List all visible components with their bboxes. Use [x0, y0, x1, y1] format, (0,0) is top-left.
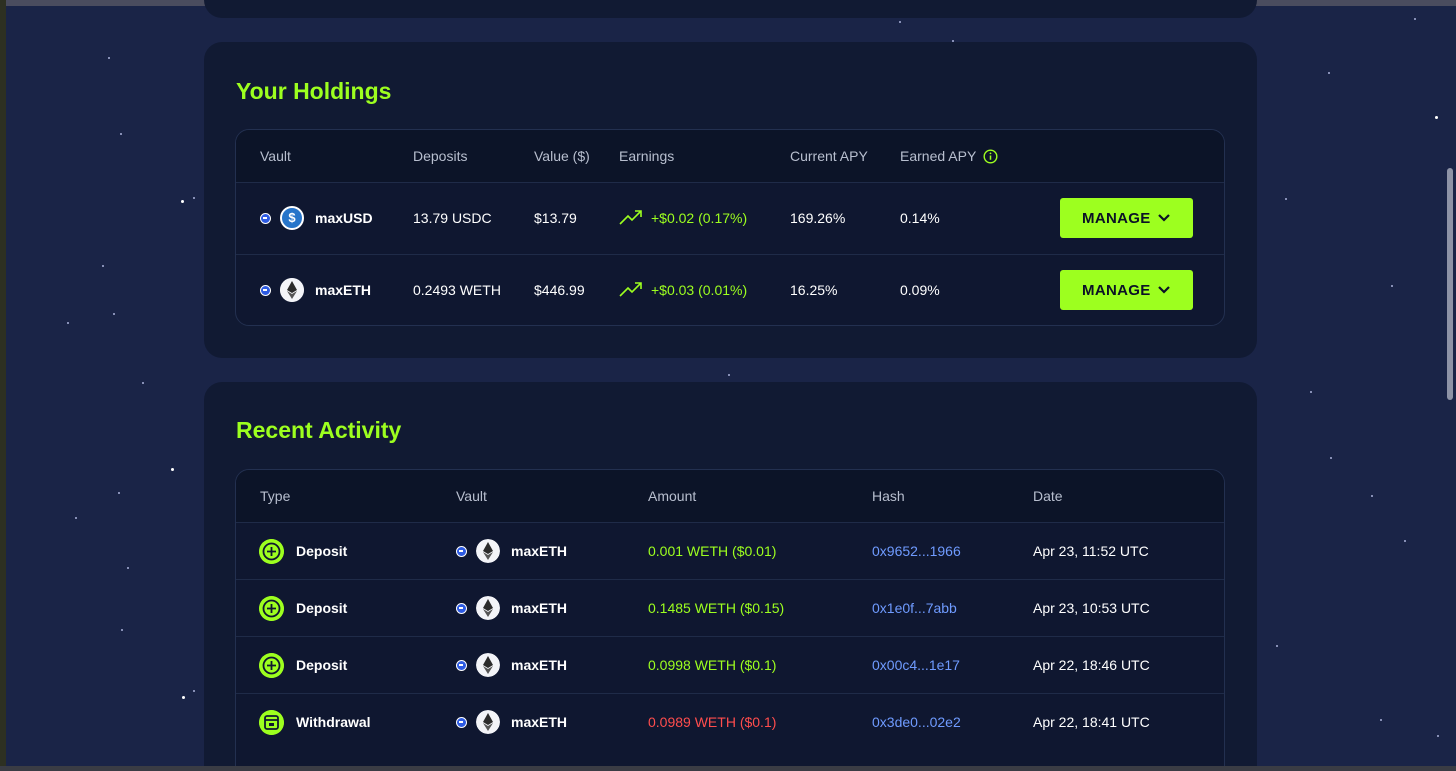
holdings-row: maxETH 0.2493 WETH $446.99 +$0.03 (0.01%… [236, 254, 1224, 325]
column-amount: Amount [648, 488, 697, 504]
column-current-apy: Current APY [790, 148, 868, 164]
activity-date: Apr 23, 10:53 UTC [1033, 600, 1150, 616]
deposit-amount: 0.2493 WETH [413, 282, 501, 298]
activity-type: Withdrawal [296, 714, 371, 730]
column-value: Value ($) [534, 148, 590, 164]
window-left-edge [0, 0, 6, 771]
value: $446.99 [534, 282, 585, 298]
holdings-table-header: Vault Deposits Value ($) Earnings Curren… [236, 130, 1224, 182]
page-scrollbar[interactable] [1447, 168, 1453, 400]
tx-hash-link[interactable]: 0x00c4...1e17 [872, 657, 960, 673]
window-bottom-edge [0, 766, 1456, 771]
activity-row: Deposit maxETH 0.001 WETH ($0.01) 0x9652… [236, 522, 1224, 579]
holdings-title: Your Holdings [236, 78, 392, 104]
manage-button[interactable]: MANAGE [1060, 198, 1193, 238]
vault-name: maxETH [511, 543, 568, 559]
activity-type: Deposit [296, 657, 348, 673]
vault-name: maxETH [315, 282, 372, 298]
activity-date: Apr 22, 18:41 UTC [1033, 714, 1150, 730]
activity-amount: 0.1485 WETH ($0.15) [648, 600, 785, 616]
activity-card: Recent Activity Type Vault Amount Hash D… [204, 382, 1257, 771]
deposit-plus-icon [259, 596, 284, 621]
tx-hash-link[interactable]: 0x1e0f...7abb [872, 600, 957, 616]
earnings: +$0.03 (0.01%) [651, 282, 748, 298]
column-hash: Hash [872, 488, 905, 504]
manage-button[interactable]: MANAGE [1060, 270, 1193, 310]
chain-icon [260, 213, 271, 224]
column-vault: Vault [456, 488, 487, 504]
info-circle-icon[interactable] [983, 149, 998, 164]
activity-type: Deposit [296, 600, 348, 616]
previous-section-card [204, 0, 1257, 18]
chevron-down-icon [1158, 285, 1170, 294]
current-apy: 169.26% [790, 210, 846, 226]
column-type: Type [260, 488, 291, 504]
vault-name: maxETH [511, 600, 568, 616]
eth-icon [280, 278, 304, 302]
holdings-row: $ maxUSD 13.79 USDC $13.79 +$0.02 (0.17%… [236, 182, 1224, 254]
withdrawal-icon [259, 710, 284, 735]
chevron-down-icon [1158, 213, 1170, 222]
column-deposits: Deposits [413, 148, 468, 164]
trending-up-icon [619, 210, 642, 225]
chain-icon [456, 717, 467, 728]
deposit-amount: 13.79 USDC [413, 210, 492, 226]
usdc-icon: $ [280, 206, 304, 230]
activity-amount: 0.0989 WETH ($0.1) [648, 714, 777, 730]
tx-hash-link[interactable]: 0x9652...1966 [872, 543, 961, 559]
eth-icon [476, 710, 500, 734]
activity-date: Apr 22, 18:46 UTC [1033, 657, 1150, 673]
vault-name: maxUSD [315, 210, 373, 226]
vault-name: maxETH [511, 714, 568, 730]
activity-table-header: Type Vault Amount Hash Date [236, 470, 1224, 522]
holdings-card: Your Holdings Vault Deposits Value ($) E… [204, 42, 1257, 358]
current-apy: 16.25% [790, 282, 838, 298]
trending-up-icon [619, 282, 642, 297]
activity-amount: 0.001 WETH ($0.01) [648, 543, 777, 559]
activity-type: Deposit [296, 543, 348, 559]
earned-apy: 0.09% [900, 282, 940, 298]
activity-row: Deposit maxETH 0.0998 WETH ($0.1) 0x00c4… [236, 636, 1224, 693]
column-date: Date [1033, 488, 1063, 504]
activity-amount: 0.0998 WETH ($0.1) [648, 657, 777, 673]
eth-icon [476, 596, 500, 620]
earnings: +$0.02 (0.17%) [651, 210, 748, 226]
chain-icon [456, 603, 467, 614]
chain-icon [260, 285, 271, 296]
holdings-table: Vault Deposits Value ($) Earnings Curren… [235, 129, 1225, 326]
activity-title: Recent Activity [236, 417, 402, 443]
tx-hash-link[interactable]: 0x3de0...02e2 [872, 714, 961, 730]
activity-row: Deposit maxETH 0.1485 WETH ($0.15) 0x1e0… [236, 579, 1224, 636]
column-vault: Vault [260, 148, 291, 164]
value: $13.79 [534, 210, 577, 226]
chain-icon [456, 660, 467, 671]
activity-table: Type Vault Amount Hash Date Deposit maxE… [235, 469, 1225, 771]
eth-icon [476, 653, 500, 677]
column-earned-apy: Earned APY [900, 148, 977, 164]
deposit-plus-icon [259, 539, 284, 564]
deposit-plus-icon [259, 653, 284, 678]
earned-apy: 0.14% [900, 210, 940, 226]
column-earnings: Earnings [619, 148, 675, 164]
chain-icon [456, 546, 467, 557]
activity-date: Apr 23, 11:52 UTC [1033, 543, 1149, 559]
eth-icon [476, 539, 500, 563]
activity-row: Withdrawal maxETH 0.0989 WETH ($0.1) 0x3… [236, 693, 1224, 750]
vault-name: maxETH [511, 657, 568, 673]
